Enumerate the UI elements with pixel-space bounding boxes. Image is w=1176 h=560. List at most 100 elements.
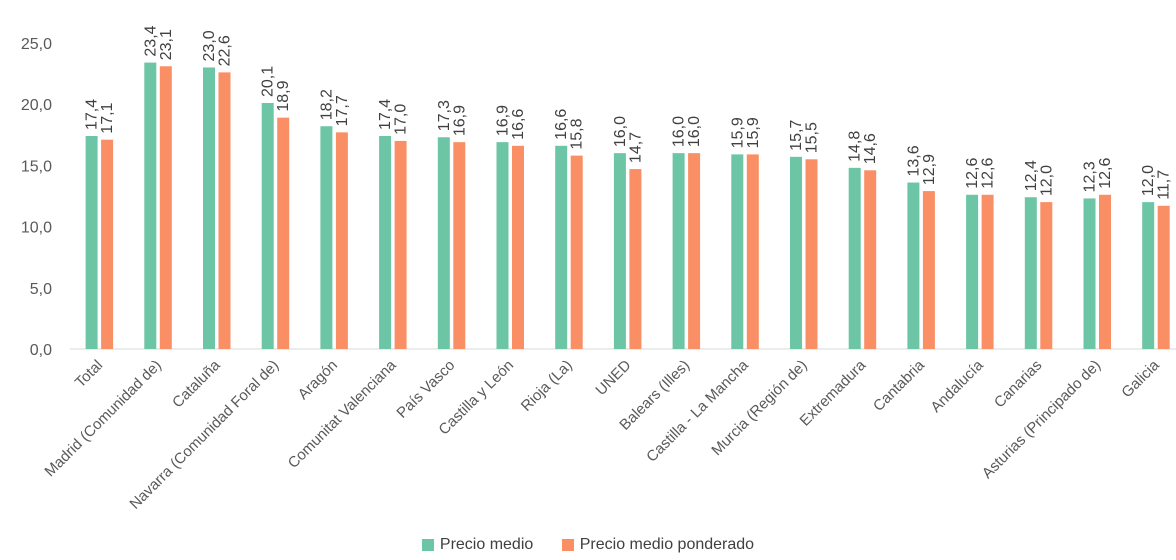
bar-precio-medio-ponderado-madrid-comunidad-de <box>159 66 172 350</box>
bar-precio-medio-rioja-la <box>555 145 568 349</box>
bar-precio-medio-madrid-comunidad-de <box>144 62 157 350</box>
bar-precio-medio-uned <box>613 153 626 349</box>
legend-label-precio-medio: Precio medio <box>439 536 534 553</box>
data-label-precio-medio-uned: 16,0 <box>612 116 629 147</box>
y-tick-label: 10,0 <box>21 220 52 237</box>
y-tick-label: 15,0 <box>21 158 52 175</box>
legend: Precio medio Precio medio ponderado <box>0 536 1176 556</box>
data-label-precio-medio-castilla-y-leon: 16,9 <box>495 105 512 136</box>
bar-precio-medio-ponderado-galicia <box>1157 205 1170 349</box>
bar-precio-medio-ponderado-murcia-region-de <box>805 159 818 349</box>
bar-precio-medio-ponderado-balears-illes <box>688 153 701 349</box>
bar-precio-medio-navarra-comunidad-foral-de <box>261 102 274 349</box>
data-label-precio-medio-comunitat-valenciana: 17,4 <box>377 99 394 130</box>
data-label-precio-medio-asturias-principado-de: 12,3 <box>1082 161 1099 192</box>
y-tick-label: 5,0 <box>30 281 52 298</box>
y-tick-label: 20,0 <box>21 97 52 114</box>
x-tick-label-total: Total <box>72 357 106 391</box>
bar-precio-medio-cantabria <box>907 182 920 349</box>
data-label-precio-medio-cantabria: 13,6 <box>905 145 922 176</box>
data-label-precio-medio-galicia: 12,0 <box>1140 165 1157 196</box>
y-axis: 0,0 5,0 10,0 15,0 20,0 25,0 <box>21 36 52 359</box>
legend-swatch-precio-medio <box>421 539 434 551</box>
y-tick-label: 25,0 <box>21 36 52 53</box>
data-label-precio-medio-ponderado-cantabria: 12,9 <box>921 154 938 185</box>
x-tick-label-uned: UNED <box>592 357 634 399</box>
data-label-precio-medio-rioja-la: 16,6 <box>553 109 570 140</box>
legend-item-precio-medio: Precio medio <box>421 536 534 554</box>
data-label-precio-medio-cataluna: 23,0 <box>201 30 218 61</box>
legend-label-precio-medio-ponderado: Precio medio ponderado <box>579 536 755 553</box>
data-label-precio-medio-ponderado-rioja-la: 15,8 <box>569 118 586 149</box>
x-tick-label-andalucia: Andalucía <box>927 356 987 416</box>
x-tick-label-galicia: Galicia <box>1118 356 1163 401</box>
data-label-precio-medio-madrid-comunidad-de: 23,4 <box>142 25 159 56</box>
x-tick-label-madrid-comunidad-de: Madrid (Comunidad de) <box>41 357 164 480</box>
data-label-precio-medio-ponderado-aragon: 17,7 <box>334 95 351 126</box>
x-tick-label-asturias-principado-de: Asturias (Principado de) <box>979 357 1104 482</box>
data-label-precio-medio-balears-illes: 16,0 <box>671 116 688 147</box>
bar-precio-medio-ponderado-comunitat-valenciana <box>394 140 407 349</box>
data-label-precio-medio-aragon: 18,2 <box>318 89 335 120</box>
data-label-precio-medio-ponderado-andalucia: 12,6 <box>980 158 997 189</box>
bar-precio-medio-ponderado-andalucia <box>981 194 994 349</box>
bar-precio-medio-ponderado-cataluna <box>218 72 231 349</box>
bar-precio-medio-comunitat-valenciana <box>379 136 392 349</box>
bar-precio-medio-andalucia <box>966 194 979 349</box>
bar-precio-medio-ponderado-extremadura <box>864 170 877 349</box>
x-tick-label-cantabria: Cantabria <box>870 356 928 414</box>
bar-precio-medio-canarias <box>1024 197 1037 349</box>
data-label-precio-medio-ponderado-extremadura: 14,6 <box>862 133 879 164</box>
data-label-precio-medio-pais-vasco: 17,3 <box>436 100 453 131</box>
data-label-precio-medio-total: 17,4 <box>84 99 101 130</box>
data-label-precio-medio-extremadura: 14,8 <box>847 131 864 162</box>
data-label-precio-medio-ponderado-comunitat-valenciana: 17,0 <box>393 104 410 135</box>
x-tick-label-aragon: Aragón <box>295 357 341 403</box>
legend-item-precio-medio-ponderado: Precio medio ponderado <box>561 536 755 554</box>
bar-precio-medio-pais-vasco <box>437 137 450 349</box>
bar-precio-medio-ponderado-canarias <box>1040 202 1053 349</box>
bar-precio-medio-murcia-region-de <box>790 156 802 349</box>
data-labels: 17,417,123,423,1 23,022,620,118,9 18,217,7… <box>84 25 1173 199</box>
legend-swatch-precio-medio-ponderado <box>561 539 574 551</box>
data-label-precio-medio-ponderado-uned: 14,7 <box>627 132 644 163</box>
data-label-precio-medio-ponderado-balears-illes: 16,0 <box>686 116 703 147</box>
bar-precio-medio-ponderado-aragon <box>335 132 348 349</box>
bar-precio-medio-galicia <box>1142 202 1155 349</box>
data-label-precio-medio-ponderado-total: 17,1 <box>99 102 116 133</box>
bar-precio-medio-total <box>85 136 98 349</box>
bar-precio-medio-ponderado-rioja-la <box>570 155 583 349</box>
bar-precio-medio-castilla-y-leon <box>496 142 509 349</box>
bar-precio-medio-ponderado-uned <box>629 169 642 349</box>
bar-precio-medio-ponderado-total <box>101 139 114 349</box>
bars <box>85 62 1170 350</box>
x-tick-label-rioja-la: Rioja (La) <box>518 357 576 415</box>
data-label-precio-medio-ponderado-cataluna: 22,6 <box>217 35 234 66</box>
bar-precio-medio-balears-illes <box>672 153 685 349</box>
bar-precio-medio-cataluna <box>203 67 215 349</box>
data-label-precio-medio-ponderado-navarra-comunidad-foral-de: 18,9 <box>275 80 292 111</box>
x-tick-label-canarias: Canarias <box>991 357 1045 411</box>
data-label-precio-medio-canarias: 12,4 <box>1023 160 1040 191</box>
x-tick-label-cataluna: Cataluña <box>169 356 224 411</box>
bar-precio-medio-ponderado-asturias-principado-de <box>1099 194 1111 349</box>
bar-precio-medio-ponderado-navarra-comunidad-foral-de <box>277 117 290 349</box>
bar-precio-medio-ponderado-pais-vasco <box>453 142 466 349</box>
data-label-precio-medio-murcia-region-de: 15,7 <box>788 120 805 151</box>
data-label-precio-medio-ponderado-castilla-y-leon: 16,6 <box>510 109 527 140</box>
bar-precio-medio-asturias-principado-de <box>1083 198 1096 349</box>
data-label-precio-medio-ponderado-pais-vasco: 16,9 <box>451 105 468 136</box>
bar-precio-medio-extremadura <box>848 167 861 349</box>
data-label-precio-medio-ponderado-murcia-region-de: 15,5 <box>804 122 821 153</box>
data-label-precio-medio-ponderado-canarias: 12,0 <box>1038 165 1055 196</box>
data-label-precio-medio-navarra-comunidad-foral-de: 20,1 <box>260 66 277 97</box>
data-label-precio-medio-andalucia: 12,6 <box>964 158 981 189</box>
x-tick-label-castilla-la-mancha: Castilla - La Mancha <box>643 356 752 465</box>
data-label-precio-medio-castilla-la-mancha: 15,9 <box>729 117 746 148</box>
bar-precio-medio-ponderado-castilla-y-leon <box>512 145 524 349</box>
data-label-precio-medio-ponderado-galicia: 11,7 <box>1156 170 1173 200</box>
x-tick-label-comunitat-valenciana: Comunitat Valenciana <box>285 356 400 471</box>
bar-precio-medio-castilla-la-mancha <box>731 154 744 349</box>
bar-chart: 0,05,010,015,020,025,0 17,417,123,423,1 2… <box>21 25 1176 513</box>
